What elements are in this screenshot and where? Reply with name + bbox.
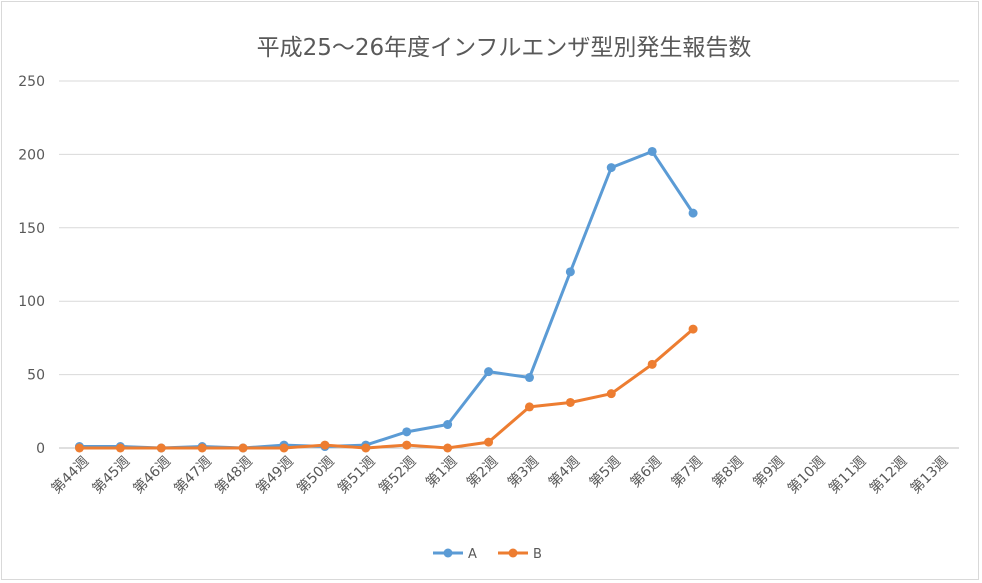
data-point-A	[524, 373, 534, 383]
y-axis-ticks: 0 50 100 150 200 250	[18, 74, 45, 457]
gridlines	[59, 80, 959, 449]
data-point-B	[74, 443, 84, 453]
x-tick-label: 第11週	[825, 453, 869, 497]
x-tick-label: 第51週	[334, 453, 378, 497]
x-tick-label: 第5週	[586, 453, 624, 491]
data-point-B	[524, 402, 534, 412]
data-point-B	[279, 443, 289, 453]
legend-marker-A	[443, 548, 453, 558]
x-tick-label: 第4週	[545, 453, 583, 491]
data-point-B	[238, 443, 248, 453]
data-point-A	[402, 427, 412, 437]
data-point-B	[443, 443, 453, 453]
data-point-B	[565, 397, 575, 407]
y-tick-label: 150	[18, 221, 45, 237]
y-tick-label: 100	[18, 294, 45, 310]
series-group	[74, 146, 698, 453]
x-axis-ticks: 第44週第45週第46週第47週第48週第49週第50週第51週第52週 第1週第…	[48, 453, 952, 497]
data-point-A	[565, 267, 575, 277]
legend-label-B: B	[533, 547, 542, 562]
x-tick-label: 第48週	[211, 453, 255, 497]
series-line-A	[79, 149, 695, 450]
data-point-B	[688, 324, 698, 334]
y-tick-label: 200	[18, 147, 45, 163]
x-tick-label: 第6週	[627, 453, 665, 491]
legend-label-A: A	[468, 547, 477, 562]
x-tick-label: 第7週	[668, 453, 706, 491]
data-point-B	[402, 440, 412, 450]
x-tick-label: 第3週	[504, 453, 542, 491]
data-point-A	[606, 163, 616, 173]
x-tick-label: 第9週	[750, 453, 788, 491]
x-tick-label: 第13週	[907, 453, 951, 497]
x-tick-label: 第10週	[784, 453, 828, 497]
x-tick-label: 第8週	[709, 453, 747, 491]
x-tick-label: 第12週	[866, 453, 910, 497]
x-tick-label: 第47週	[171, 453, 215, 497]
series-line-B	[79, 327, 695, 450]
data-point-A	[443, 420, 453, 430]
x-tick-label: 第46週	[130, 453, 174, 497]
data-point-B	[115, 443, 125, 453]
x-tick-label: 第45週	[89, 453, 133, 497]
data-point-B	[606, 389, 616, 399]
data-point-A	[484, 367, 494, 377]
data-point-B	[197, 443, 207, 453]
data-point-B	[361, 443, 371, 453]
data-point-A	[647, 146, 657, 156]
y-tick-label: 0	[36, 441, 45, 457]
x-tick-label: 第49週	[252, 453, 296, 497]
data-point-A	[688, 208, 698, 218]
x-tick-label: 第44週	[48, 453, 92, 497]
chart-title: 平成25～26年度インフルエンザ型別発生報告数	[257, 35, 752, 61]
data-point-B	[156, 443, 166, 453]
y-tick-label: 50	[27, 368, 45, 384]
data-point-B	[647, 359, 657, 369]
x-tick-label: 第50週	[293, 453, 337, 497]
x-tick-label: 第1週	[422, 453, 460, 491]
data-point-B	[320, 440, 330, 450]
legend-marker-B	[508, 548, 518, 558]
x-tick-label: 第2週	[463, 453, 501, 491]
data-point-B	[484, 437, 494, 447]
x-tick-label: 第52週	[375, 453, 419, 497]
y-tick-label: 250	[18, 74, 45, 90]
